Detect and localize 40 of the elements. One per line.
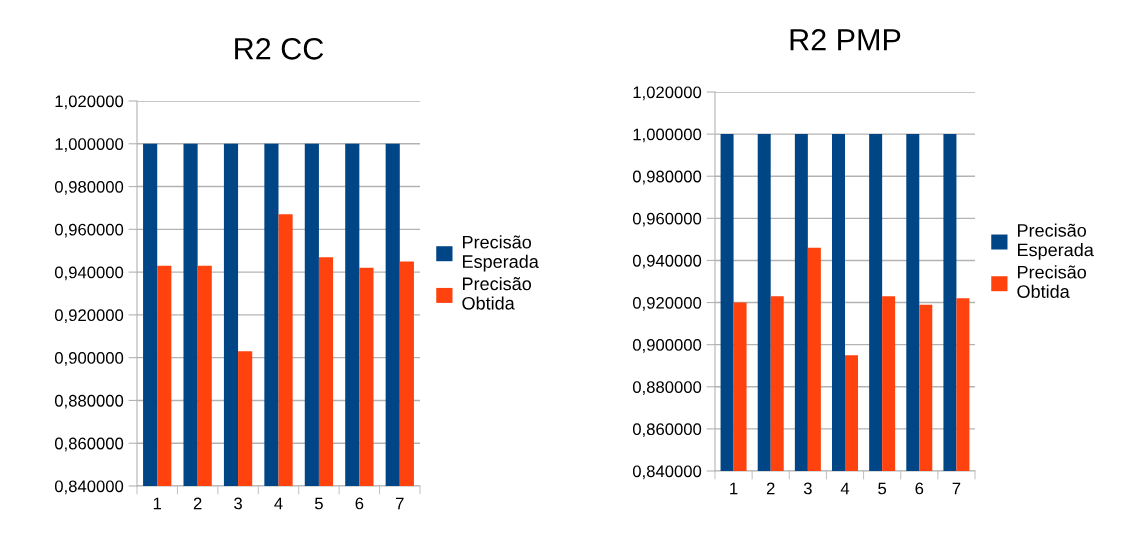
y-tick-label: 0,940000	[54, 266, 124, 281]
y-tick-label: 0,900000	[54, 352, 124, 366]
x-tick-label: 1	[153, 497, 162, 510]
y-tick-label: 0,880000	[54, 394, 124, 409]
x-tick-label: 6	[355, 497, 364, 510]
legend-label: Precisão Esperada	[463, 235, 539, 272]
y-tick-label: 1,020000	[633, 86, 702, 101]
x-tick-label: 2	[193, 497, 202, 510]
y-tick-label: 0,880000	[632, 381, 702, 395]
y-tick-label: 0,900000	[632, 339, 702, 353]
y-tick-label: 0,840000	[54, 480, 124, 495]
y-tick-label: 0,980000	[54, 180, 124, 195]
chart-title: R2 CC	[235, 38, 324, 60]
x-tick-label: 7	[396, 497, 404, 510]
y-tick-label: 1,000000	[55, 138, 124, 152]
y-tick-label: 1,000000	[633, 128, 702, 143]
y-tick-label: 0,940000	[632, 254, 702, 269]
x-tick-label: 5	[314, 497, 323, 510]
y-tick-label: 1,020000	[55, 95, 124, 110]
y-tick-label: 0,840000	[632, 465, 702, 480]
y-tick-label: 0,980000	[632, 170, 702, 185]
legend-label: Precisão Obtida	[462, 276, 532, 310]
x-tick-label: 3	[803, 482, 812, 495]
y-tick-label: 0,860000	[54, 437, 124, 452]
x-tick-label: 6	[915, 482, 924, 495]
x-tick-label: 5	[878, 482, 887, 495]
y-tick-label: 0,960000	[54, 223, 124, 238]
legend-label: Precisão Esperada	[1018, 223, 1094, 260]
x-tick-label: 7	[952, 482, 961, 495]
chart-title: R2 PMP	[790, 29, 901, 51]
x-tick-label: 2	[766, 482, 775, 495]
x-tick-label: 4	[274, 497, 283, 510]
y-tick-label: 0,920000	[54, 309, 124, 324]
x-tick-label: 4	[840, 482, 850, 495]
x-tick-label: 3	[234, 497, 242, 510]
y-tick-label: 0,960000	[632, 212, 702, 227]
y-tick-label: 0,860000	[632, 423, 702, 438]
x-tick-label: 1	[730, 482, 738, 495]
legend-label: Precisão Obtida	[1017, 265, 1087, 298]
y-tick-label: 0,920000	[632, 296, 702, 311]
